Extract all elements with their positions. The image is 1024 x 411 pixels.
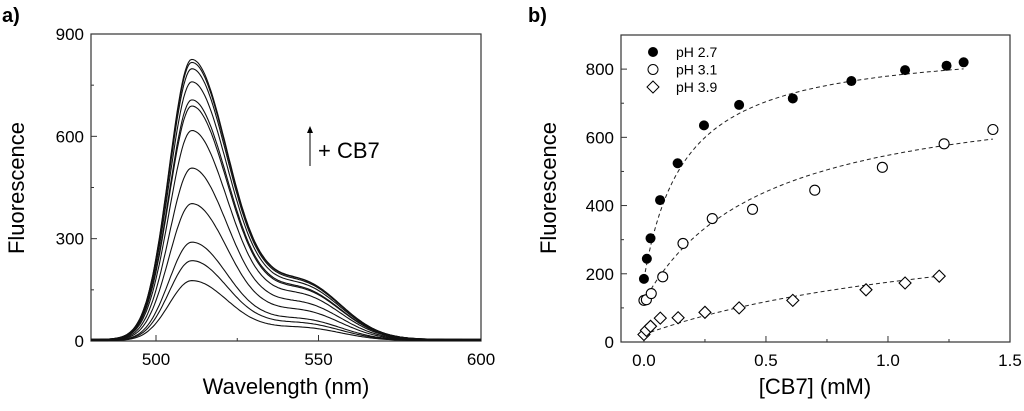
fit-curve-1: [643, 138, 993, 302]
data-point-ph31: [876, 161, 888, 173]
data-point-ph31: [809, 184, 821, 196]
data-point-ph39: [786, 293, 800, 308]
data-point-ph27: [734, 99, 745, 110]
legend-marker-diamond: [646, 80, 660, 94]
y-tick-label: 600: [56, 127, 84, 146]
data-point-ph31: [746, 203, 759, 215]
data-point-ph27: [672, 158, 683, 169]
fit-curve-2: [643, 275, 940, 335]
legend-label: pH 3.1: [676, 62, 717, 78]
axes-frame: [620, 34, 1011, 343]
data-point-ph39: [932, 269, 947, 283]
data-point-ph39: [732, 301, 746, 315]
y-tick-label: 200: [586, 265, 614, 284]
data-point-ph27: [641, 253, 652, 264]
data-point-ph39: [698, 305, 712, 320]
data-point-ph31: [645, 288, 657, 300]
data-point-ph27: [638, 273, 649, 284]
data-point-ph27: [941, 60, 952, 71]
cb7-annotation: + CB7: [318, 138, 380, 163]
legend: pH 2.7 pH 3.1pH 3.9: [646, 44, 717, 95]
y-tick-label: 0: [605, 333, 614, 352]
spectrum-line: [91, 280, 481, 342]
panel-a-y-label: Fluorescence: [4, 122, 29, 254]
panel-b-plot: 0.0 0.5 1.0 1.5 0 200 400 600 800: [586, 34, 1022, 370]
data-point-ph27: [787, 93, 798, 104]
data-point-ph27: [698, 120, 709, 131]
data-point-ph39: [643, 319, 658, 334]
legend-marker-filled-circle: [648, 47, 658, 57]
data-point-ph27: [645, 233, 656, 244]
x-tick-label: 550: [304, 350, 332, 369]
spectrum-line: [90, 105, 481, 341]
panel-b-x-label: [CB7] (mM): [759, 374, 871, 399]
y-tick-label: 900: [56, 25, 84, 44]
x-tick-label: 0.5: [754, 351, 778, 370]
data-point-ph31: [677, 237, 689, 249]
panel-a-plot: 500 550 600 0 300 600 900: [56, 25, 496, 369]
y-tick-label: 600: [586, 128, 614, 147]
data-point-ph39: [671, 311, 685, 325]
data-point-ph31: [657, 271, 669, 283]
x-tick-label: 1.5: [998, 351, 1022, 370]
data-point-ph39: [653, 311, 668, 325]
legend-label: pH 3.9: [676, 79, 717, 95]
panel-a-x-label: Wavelength (nm): [203, 374, 370, 399]
x-tick-label: 600: [467, 350, 495, 369]
y-tick-label: 0: [75, 332, 84, 351]
panel-b-y-label: Fluorescence: [536, 122, 561, 254]
spectrum-line: [91, 203, 481, 341]
data-point-ph39: [898, 276, 912, 290]
panel-a-label: a): [2, 5, 20, 27]
x-tick-label: 1.0: [876, 351, 900, 370]
legend-marker-open-circle: [647, 64, 659, 75]
data-point-ph27: [900, 65, 911, 76]
x-tick-label: 500: [142, 350, 170, 369]
data-point-ph31: [938, 138, 950, 150]
spectrum-line: [91, 167, 481, 341]
data-point-ph27: [846, 76, 857, 87]
data-point-ph31: [706, 212, 718, 225]
arrow-up-icon: [307, 126, 313, 166]
data-point-ph27: [958, 57, 969, 68]
x-tick-label: 0.0: [632, 351, 656, 370]
data-point-ph27: [655, 195, 666, 206]
data-point-ph39: [859, 283, 873, 297]
panel-b-label: b): [528, 5, 547, 27]
fit-curve-0: [643, 68, 964, 279]
y-tick-label: 400: [586, 197, 614, 216]
y-tick-label: 300: [56, 230, 84, 249]
y-tick-label: 800: [586, 60, 614, 79]
legend-label: pH 2.7: [676, 44, 717, 60]
data-point-ph31: [987, 123, 999, 136]
